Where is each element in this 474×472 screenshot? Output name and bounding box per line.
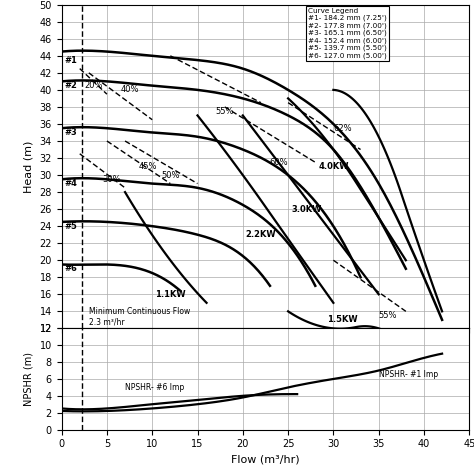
Text: 45%: 45% bbox=[138, 162, 157, 171]
Text: 62%: 62% bbox=[333, 124, 352, 133]
Text: NPSHR- #6 Imp: NPSHR- #6 Imp bbox=[125, 383, 184, 392]
Text: Curve Legend
#1- 184.2 mm (7.25')
#2- 177.8 mm (7.00')
#3- 165.1 mm (6.50')
#4- : Curve Legend #1- 184.2 mm (7.25') #2- 17… bbox=[308, 8, 387, 59]
Y-axis label: Head (m): Head (m) bbox=[24, 140, 34, 193]
Y-axis label: NPSHR (m): NPSHR (m) bbox=[24, 352, 34, 406]
Text: 40%: 40% bbox=[120, 85, 139, 94]
Text: NPSHR- #1 Imp: NPSHR- #1 Imp bbox=[379, 370, 438, 379]
Text: 5.5KW: 5.5KW bbox=[345, 51, 376, 60]
Text: #6: #6 bbox=[64, 264, 77, 273]
Text: Minimum Continuous Flow
2.3 m³/hr: Minimum Continuous Flow 2.3 m³/hr bbox=[89, 307, 190, 327]
Text: #1: #1 bbox=[64, 56, 77, 65]
Text: #4: #4 bbox=[64, 179, 77, 188]
Text: #2: #2 bbox=[64, 81, 77, 90]
Text: #5: #5 bbox=[64, 222, 77, 231]
Text: #3: #3 bbox=[64, 128, 77, 137]
Text: 30%: 30% bbox=[102, 175, 121, 184]
Text: 1.1KW: 1.1KW bbox=[155, 290, 186, 299]
Text: 60%: 60% bbox=[270, 158, 288, 167]
Text: 55%: 55% bbox=[378, 311, 397, 320]
Text: 2.2KW: 2.2KW bbox=[246, 230, 276, 239]
Text: 4.0KW: 4.0KW bbox=[318, 162, 349, 171]
Text: 55%: 55% bbox=[215, 107, 234, 116]
Text: 1.5KW: 1.5KW bbox=[327, 315, 358, 324]
Text: 20%: 20% bbox=[84, 81, 102, 90]
Text: 50%: 50% bbox=[161, 170, 180, 179]
X-axis label: Flow (m³/hr): Flow (m³/hr) bbox=[231, 455, 300, 465]
Text: 3.0KW: 3.0KW bbox=[291, 205, 321, 214]
